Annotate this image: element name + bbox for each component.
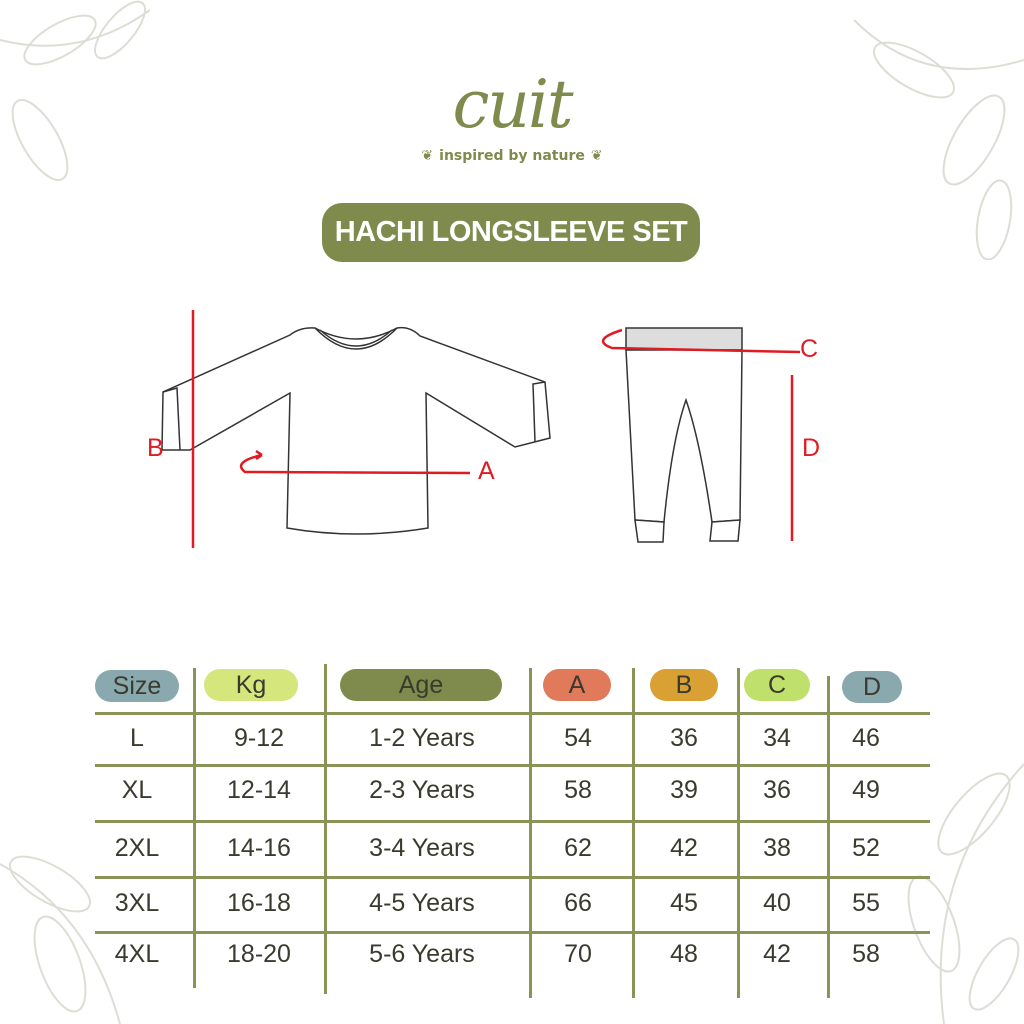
table-cell-a: 58	[564, 776, 592, 804]
table-cell-a: 70	[564, 940, 592, 968]
column-divider	[827, 676, 830, 998]
table-cell-size: L	[130, 724, 144, 752]
leaf-decoration-bottom-right	[907, 763, 1024, 1024]
header-kg: Kg	[204, 669, 298, 701]
header-size: Size	[95, 670, 179, 702]
row-divider	[95, 764, 930, 767]
table-cell-kg: 9-12	[233, 724, 285, 752]
header-d: D	[842, 671, 902, 703]
measure-label-a: A	[478, 457, 495, 485]
measure-label-d: D	[802, 434, 821, 462]
table-cell-a: 62	[564, 834, 592, 862]
measure-label-c: C	[800, 335, 819, 363]
table-cell-age: 1-2 Years	[369, 724, 475, 752]
column-divider	[529, 668, 532, 998]
table-cell-kg: 14-16	[227, 834, 291, 862]
leaf-decoration-top-left	[0, 0, 151, 181]
column-divider	[632, 668, 635, 998]
table-cell-kg: 16-18	[227, 889, 291, 917]
measure-label-b: B	[147, 434, 164, 462]
table-cell-d: 52	[852, 834, 880, 862]
table-cell-c: 40	[763, 889, 791, 917]
table-cell-age: 5-6 Years	[369, 940, 475, 968]
pants-diagram	[601, 327, 801, 543]
table-cell-size: 4XL	[114, 940, 160, 968]
table-cell-b: 48	[670, 940, 698, 968]
table-cell-size: XL	[121, 776, 153, 804]
table-cell-kg: 12-14	[227, 776, 291, 804]
table-cell-c: 42	[763, 940, 791, 968]
leaf-icon: ❦	[590, 148, 603, 164]
table-cell-d: 58	[852, 940, 880, 968]
table-cell-kg: 18-20	[227, 940, 291, 968]
table-cell-age: 2-3 Years	[369, 776, 475, 804]
header-a: A	[543, 669, 611, 701]
brand-name: cuit	[452, 66, 573, 143]
table-cell-b: 45	[670, 889, 698, 917]
leaf-decoration-bottom-left	[0, 855, 121, 1024]
table-cell-b: 42	[670, 834, 698, 862]
table-cell-size: 3XL	[114, 889, 160, 917]
table-cell-d: 49	[852, 776, 880, 804]
brand-tagline: ❦ inspired by nature ❦	[0, 148, 1024, 164]
leaf-icon: ❦	[421, 148, 434, 164]
table-cell-c: 34	[763, 724, 791, 752]
table-cell-d: 46	[852, 724, 880, 752]
column-divider	[324, 664, 327, 994]
tagline-text: inspired by nature	[439, 148, 585, 164]
product-title: HACHI LONGSLEEVE SET	[322, 203, 700, 262]
brand-logo: cuit ❦ inspired by nature ❦	[0, 66, 1024, 165]
table-cell-size: 2XL	[114, 834, 160, 862]
column-divider	[737, 668, 740, 998]
table-cell-c: 38	[763, 834, 791, 862]
table-cell-age: 4-5 Years	[369, 889, 475, 917]
row-divider	[95, 820, 930, 823]
header-b: B	[650, 669, 718, 701]
row-divider	[95, 931, 930, 934]
table-cell-d: 55	[852, 889, 880, 917]
table-cell-c: 36	[763, 776, 791, 804]
table-cell-age: 3-4 Years	[369, 834, 475, 862]
table-cell-b: 39	[670, 776, 698, 804]
column-divider	[193, 668, 196, 988]
row-divider	[95, 712, 930, 715]
table-cell-a: 54	[564, 724, 592, 752]
leaf-decoration-top-right	[853, 19, 1024, 260]
header-age: Age	[340, 669, 502, 701]
header-c: C	[744, 669, 810, 701]
row-divider	[95, 876, 930, 879]
longsleeve-shirt-diagram	[161, 310, 551, 548]
table-cell-b: 36	[670, 724, 698, 752]
table-cell-a: 66	[564, 889, 592, 917]
